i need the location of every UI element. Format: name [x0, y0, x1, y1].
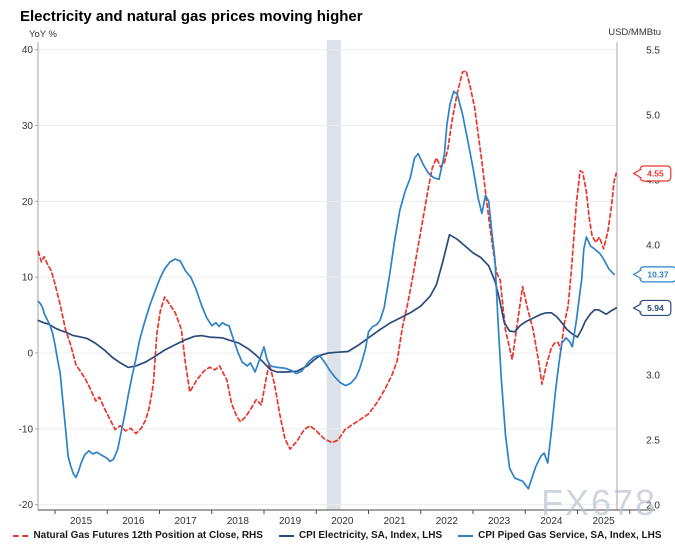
chart-legend: Natural Gas Futures 12th Position at Clo…: [0, 530, 675, 541]
x-axis-year-label: 2024: [540, 516, 563, 527]
x-axis-year-label: 2016: [122, 516, 145, 527]
series-line: [37, 69, 618, 450]
x-axis-year-label: 2018: [227, 516, 250, 527]
end-value-label: 5.94: [647, 303, 664, 313]
right-axis-tick-label: 2.0: [646, 501, 660, 512]
legend-item-cpi-electricity: CPI Electricity, SA, Index, LHS: [278, 530, 443, 541]
left-axis-unit-label: YoY %: [29, 29, 57, 40]
x-axis-year-label: 2023: [488, 516, 511, 527]
right-axis-tick-label: 3.0: [646, 371, 660, 382]
right-axis-tick-label: 5.0: [646, 111, 660, 122]
legend-label: Natural Gas Futures 12th Position at Clo…: [33, 530, 263, 541]
right-axis-tick-label: 5.5: [646, 46, 660, 57]
recession-band: [326, 40, 341, 510]
navy-line-icon: [278, 534, 294, 537]
right-axis-tick-label: 4.0: [646, 241, 660, 252]
x-axis-year-label: 2020: [331, 516, 354, 527]
x-axis-year-label: 2022: [436, 516, 459, 527]
series-line: [37, 90, 615, 490]
left-axis-tick-label: 30: [22, 121, 34, 132]
left-axis-tick-label: 40: [22, 45, 34, 56]
legend-label: CPI Electricity, SA, Index, LHS: [298, 530, 443, 541]
right-axis-tick-label: 2.5: [646, 436, 660, 447]
x-axis-year-label: 2019: [279, 516, 302, 527]
left-axis-tick-label: 20: [22, 197, 34, 208]
left-axis-tick-label: 0: [27, 349, 33, 360]
blue-line-icon: [458, 534, 474, 537]
x-axis-year-label: 2017: [175, 516, 198, 527]
left-axis-tick-label: -10: [19, 424, 34, 435]
legend-item-natural-gas-futures: Natural Gas Futures 12th Position at Clo…: [13, 530, 263, 541]
red-dashed-line-icon: [13, 534, 29, 537]
x-axis-year-label: 2025: [593, 516, 616, 527]
end-value-label: 10.37: [647, 269, 669, 279]
series-line: [37, 233, 618, 373]
left-axis-tick-label: -20: [19, 500, 34, 511]
legend-label: CPI Piped Gas Service, SA, Index, LHS: [478, 530, 662, 541]
page-title: Electricity and natural gas prices movin…: [20, 8, 363, 25]
legend-item-cpi-piped-gas: CPI Piped Gas Service, SA, Index, LHS: [458, 530, 662, 541]
end-value-label: 4.55: [647, 169, 664, 179]
x-axis-year-label: 2021: [384, 516, 407, 527]
right-axis-unit-label: USD/MMBtu: [608, 27, 661, 38]
x-axis-year-label: 2015: [70, 516, 93, 527]
left-axis-tick-label: 10: [22, 273, 34, 284]
